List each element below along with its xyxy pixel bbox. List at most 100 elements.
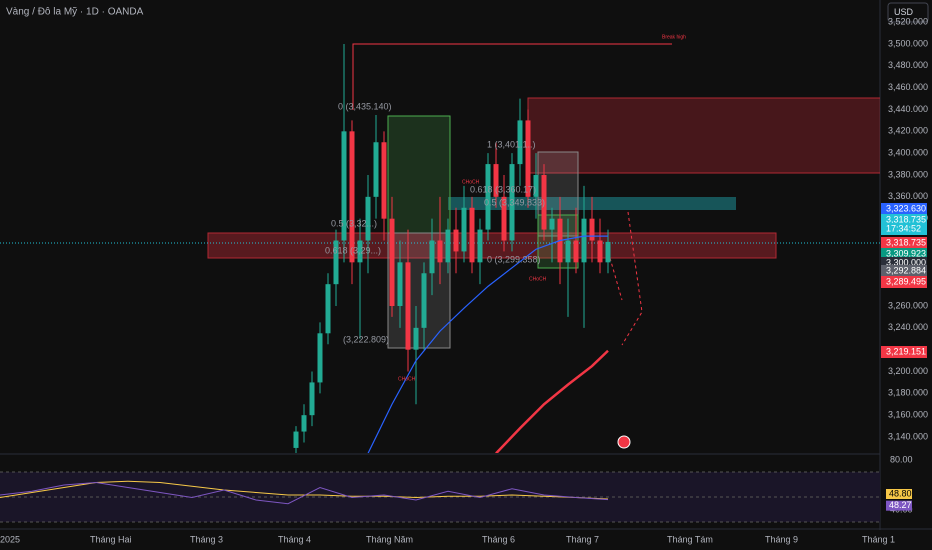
candle-body <box>357 240 363 263</box>
price-tag-label: 3,318.735 <box>886 214 926 224</box>
currency-label[interactable]: USD <box>894 7 914 17</box>
price-tag-label: 3,300.000 <box>886 257 926 267</box>
price-tag-label: 3,323.630 <box>886 203 926 213</box>
price-tag <box>881 265 927 277</box>
indicator-line <box>0 481 609 505</box>
time-label: Tháng Tám <box>667 534 713 544</box>
candle-body <box>485 164 491 230</box>
price-tag <box>881 223 927 235</box>
annotation: CHoCH <box>462 179 480 185</box>
price-label: 3,140.000 <box>888 431 928 441</box>
candle-body <box>397 262 403 307</box>
candle-body <box>541 175 547 230</box>
candle-body <box>421 273 427 328</box>
candle-body <box>605 241 611 263</box>
candle-body <box>533 175 539 197</box>
candle-body <box>453 229 459 252</box>
candle-body <box>341 131 347 241</box>
price-tag-label: 3,292.884 <box>886 265 926 275</box>
annotation: 0.5 (3,349.833) <box>484 197 545 207</box>
candle-body <box>525 120 531 197</box>
price-tag-label: 17:34:52 <box>886 223 921 233</box>
price-tag <box>881 203 927 215</box>
price-label: 3,500.000 <box>888 38 928 48</box>
candle-body <box>429 240 435 274</box>
time-label: 2025 <box>0 534 20 544</box>
time-label: Tháng 7 <box>566 534 599 544</box>
candle-body <box>373 142 379 197</box>
rsi-tag <box>886 500 912 511</box>
rsi-axis-label: 80.00 <box>890 454 913 464</box>
time-label: Tháng 3 <box>190 534 223 544</box>
price-tag <box>881 237 927 249</box>
candle-body <box>477 229 483 263</box>
indicator-line <box>367 235 608 453</box>
candle-body <box>317 333 323 383</box>
candle-body <box>405 262 411 350</box>
candle-body <box>597 240 603 263</box>
rsi-tag <box>886 489 912 499</box>
long-box <box>387 115 451 234</box>
supply-zone <box>527 97 880 174</box>
candle-body <box>493 164 499 197</box>
price-label: 3,400.000 <box>888 148 928 158</box>
annotation: (3,222.809) <box>343 334 389 344</box>
annotation: 0 (3,299.358) <box>487 254 541 264</box>
time-label: Tháng Hai <box>90 534 132 544</box>
indicator-line <box>0 480 609 500</box>
candle-body <box>333 240 339 285</box>
candle-body <box>469 207 475 263</box>
candle-body <box>365 196 371 241</box>
event-icon[interactable] <box>617 435 631 449</box>
projection <box>609 257 623 301</box>
price-label: 3,360.000 <box>888 191 928 201</box>
time-label: Tháng 4 <box>278 534 311 544</box>
price-label: 3,440.000 <box>888 104 928 114</box>
symbol-title: Vàng / Đô la Mỹ · 1D · OANDA <box>6 7 144 18</box>
currency-button[interactable] <box>887 2 929 23</box>
price-label: 3,260.000 <box>888 300 928 310</box>
price-tag <box>881 346 927 358</box>
candle-body <box>413 327 419 350</box>
candle-body <box>549 218 555 230</box>
candle-body <box>389 218 395 307</box>
price-label: 3,200.000 <box>888 366 928 376</box>
candle-body <box>573 240 579 263</box>
candle-body <box>293 431 299 448</box>
annotation: 0.618 (3,360.17) <box>470 184 536 194</box>
annotation: 0 (3,435.140) <box>338 101 392 111</box>
price-label: 3,520.000 <box>888 17 928 27</box>
annotation: CHoCH <box>529 276 547 282</box>
candle-body <box>509 164 515 241</box>
price-tag-label: 3,219.151 <box>886 346 926 356</box>
candle-body <box>581 218 587 263</box>
candle-body <box>437 240 443 263</box>
annotation: 1 (3,401.1..) <box>487 139 536 149</box>
candle-body <box>589 218 595 241</box>
price-label: 3,420.000 <box>888 126 928 136</box>
candle-body <box>501 196 507 241</box>
candle-body <box>349 131 355 263</box>
price-label: 3,160.000 <box>888 410 928 420</box>
price-tag <box>881 276 927 288</box>
price-label: 3,180.000 <box>888 388 928 398</box>
break-line <box>352 43 672 110</box>
candle-body <box>381 142 387 219</box>
price-label: 3,380.000 <box>888 169 928 179</box>
candle-body <box>517 120 523 165</box>
annotation: 0.618 (3,29...) <box>325 245 381 255</box>
time-label: Tháng 1 <box>862 534 895 544</box>
indicator-line <box>495 349 609 453</box>
demand-band <box>207 232 777 259</box>
price-tag-label: 3,289.495 <box>886 276 926 286</box>
projection <box>621 211 643 346</box>
candle-body <box>325 284 331 334</box>
price-tag-label: 3,309.923 <box>886 248 926 258</box>
time-label: Tháng 6 <box>482 534 515 544</box>
rsi-tag-label: 48.80 <box>889 488 912 498</box>
annotation: Break high <box>662 34 686 40</box>
price-label: 3,240.000 <box>888 322 928 332</box>
